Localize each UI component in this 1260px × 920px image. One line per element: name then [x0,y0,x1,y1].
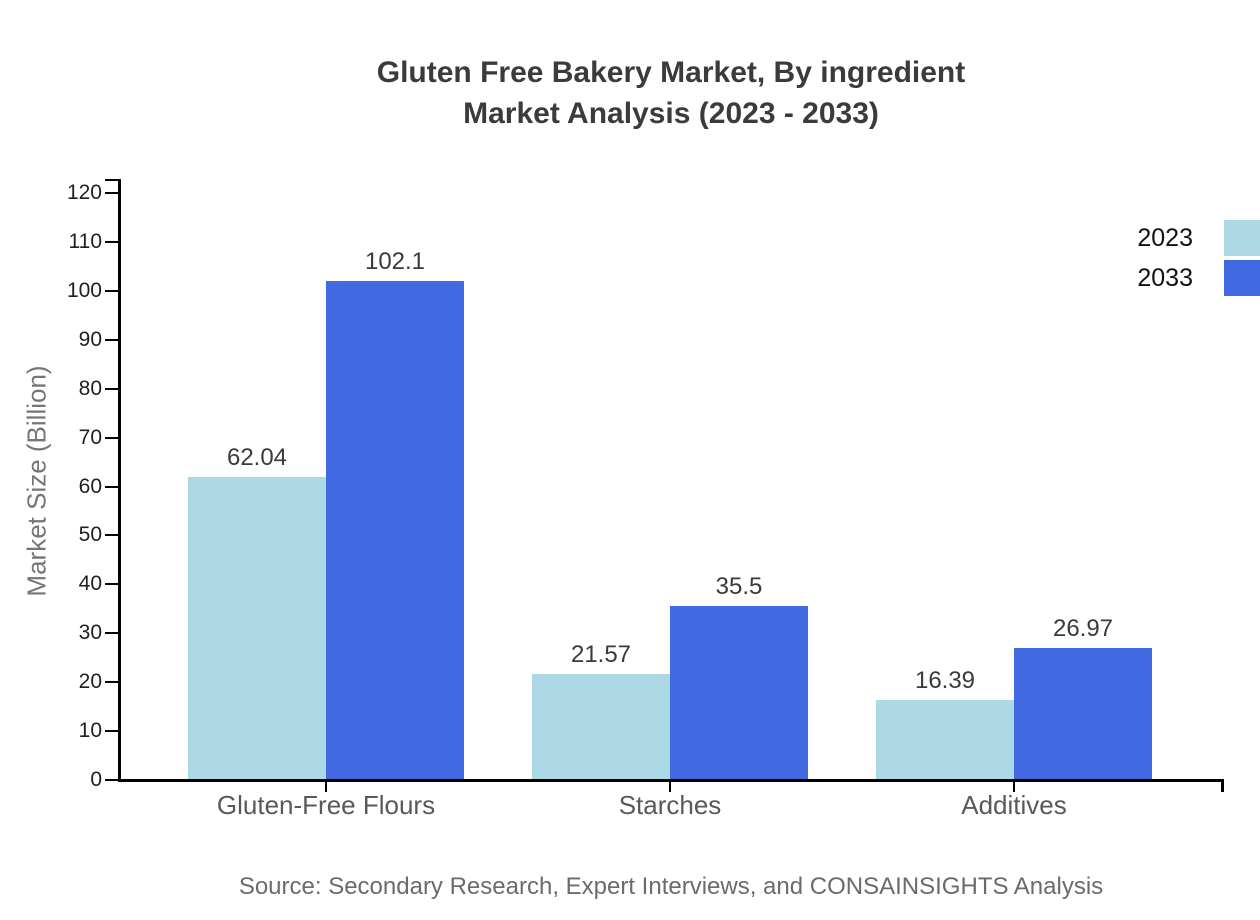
y-tick-label-90: 90 [78,327,102,351]
y-tick-label-100: 100 [66,278,102,302]
bar-2033-additives [1014,648,1152,780]
bar-2023-gluten-free-flours [188,476,326,780]
value-label-2023-starches: 21.57 [570,641,632,669]
chart-title-line2: Market Analysis (2023 - 2033) [463,97,879,130]
y-tick-label-80: 80 [78,376,102,400]
y-tick-label-40: 40 [78,572,102,596]
y-axis-line [118,179,121,782]
value-label-2023-gluten-free-flours: 62.04 [226,443,288,471]
x-axis-end-tick [1221,779,1224,792]
y-tick-50 [105,534,120,537]
y-tick-20 [105,681,120,684]
value-label-2033-starches: 35.5 [715,573,763,601]
category-label-gluten-free-flours: Gluten-Free Flours [216,790,436,820]
x-tick-starches [669,782,671,792]
x-tick-gluten-free-flours [325,782,327,792]
x-tick-additives [1013,782,1015,792]
chart-title: Gluten Free Bakery Market, By ingredient… [120,52,1222,134]
y-tick-label-50: 50 [78,523,102,547]
value-label-2023-additives: 16.39 [914,666,976,694]
bar-2033-gluten-free-flours [326,280,464,780]
y-tick-10 [105,730,120,733]
y-tick-label-30: 30 [78,621,102,645]
y-tick-label-20: 20 [78,670,102,694]
y-tick-60 [105,485,120,488]
y-tick-70 [105,436,120,439]
legend-label-2033: 2033 [1137,264,1193,292]
y-tick-120 [105,192,120,194]
y-tick-30 [105,632,120,635]
bar-2033-starches [670,606,808,780]
y-tick-label-120: 120 [66,181,102,204]
y-tick-label-10: 10 [78,719,102,743]
y-tick-110 [105,240,120,243]
category-label-starches: Starches [618,790,722,820]
y-tick-label-70: 70 [78,425,102,449]
category-label-additives: Additives [961,790,1067,820]
y-axis-end-tick [105,179,120,181]
y-tick-90 [105,338,120,341]
y-tick-label-60: 60 [78,474,102,498]
x-axis-line [118,779,1224,782]
y-tick-80 [105,387,120,390]
chart-title-line1: Gluten Free Bakery Market, By ingredient [376,56,966,89]
legend-swatch-2023 [1224,220,1260,256]
y-tick-label-110: 110 [68,229,102,253]
y-tick-40 [105,583,120,586]
bar-2023-additives [876,699,1014,780]
y-tick-label-0: 0 [90,768,102,791]
y-tick-0 [105,779,120,781]
legend-swatch-2033 [1224,260,1260,296]
bar-2023-starches [532,674,670,780]
value-label-2033-gluten-free-flours: 102.1 [364,247,426,275]
legend-label-2023: 2023 [1137,224,1193,252]
source-note: Source: Secondary Research, Expert Inter… [238,873,1104,900]
value-label-2033-additives: 26.97 [1052,615,1114,643]
y-tick-100 [105,289,120,292]
